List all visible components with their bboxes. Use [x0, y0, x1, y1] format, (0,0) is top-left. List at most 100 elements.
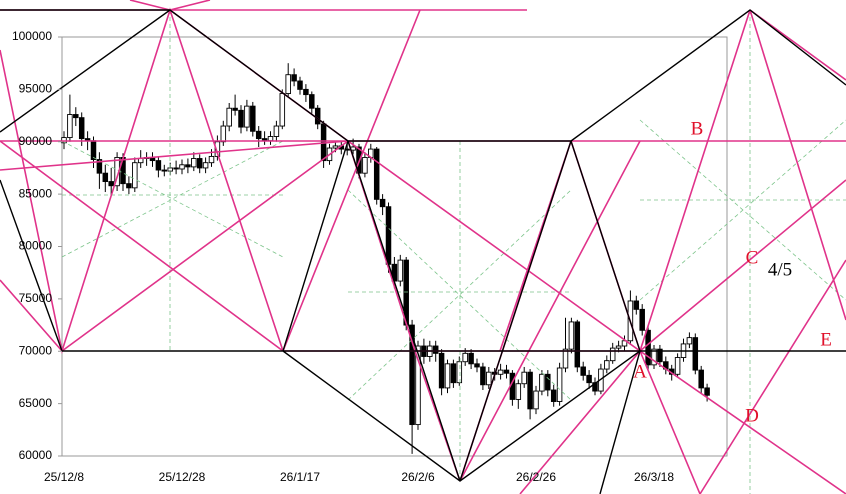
- y-tick-label: 95000: [19, 82, 53, 96]
- candle-body: [444, 363, 451, 389]
- candle-body: [615, 345, 622, 349]
- y-tick-label: 75000: [19, 291, 53, 305]
- candle-body: [539, 373, 545, 392]
- x-tick-label: 26/1/17: [280, 470, 320, 484]
- candle-body: [497, 369, 504, 375]
- candle-body: [232, 107, 238, 111]
- guide-lines: [61, 10, 846, 494]
- candle-body: [173, 167, 179, 170]
- candle-body: [574, 321, 581, 368]
- candle-body: [704, 387, 710, 396]
- candle-body: [527, 371, 533, 410]
- candle-body: [503, 369, 510, 374]
- candle-body: [309, 94, 315, 109]
- candle-body: [90, 140, 97, 161]
- candle-body: [698, 369, 704, 389]
- annotation: A: [633, 361, 647, 382]
- candle-body: [385, 206, 392, 265]
- candle-body: [208, 155, 215, 164]
- candle-body: [474, 363, 480, 368]
- candle-body: [279, 93, 286, 127]
- annotation: D: [745, 405, 759, 426]
- candle-body: [633, 300, 640, 310]
- x-tick-label: 26/3/18: [634, 470, 674, 484]
- candle-body: [185, 164, 191, 168]
- annotation: 4/5: [768, 259, 792, 280]
- candle-body: [362, 157, 368, 174]
- candle-body: [456, 361, 463, 384]
- candle-body: [645, 329, 651, 366]
- candle-body: [373, 148, 380, 200]
- y-tick-label: 85000: [19, 186, 53, 200]
- candle-body: [191, 158, 197, 168]
- candle-body: [545, 373, 551, 391]
- annotation: E: [820, 329, 832, 350]
- candle-body: [108, 181, 114, 187]
- candle-body: [297, 80, 303, 90]
- y-tick-label: 60000: [19, 448, 53, 462]
- candle-body: [179, 164, 185, 170]
- candle-body: [651, 348, 657, 366]
- x-tick-label: 26/2/26: [516, 470, 556, 484]
- candle-body: [692, 337, 699, 371]
- candle-body: [674, 357, 681, 375]
- x-tick-label: 25/12/28: [159, 470, 206, 484]
- candle-body: [409, 324, 415, 426]
- candle-body: [486, 371, 492, 386]
- candle-body: [468, 352, 474, 365]
- x-tick-label: 25/12/8: [44, 470, 84, 484]
- candle-body: [78, 117, 85, 140]
- annotation: B: [691, 118, 704, 139]
- candles: [61, 63, 710, 454]
- candle-body: [161, 169, 168, 172]
- y-tick-label: 90000: [19, 134, 53, 148]
- candle-body: [96, 159, 103, 174]
- candle-body: [73, 114, 79, 119]
- candle-body: [226, 107, 232, 127]
- candle-body: [244, 105, 250, 128]
- candle-body: [250, 105, 256, 132]
- x-tick-label: 26/2/6: [401, 470, 435, 484]
- candle-body: [480, 366, 486, 386]
- candle-body: [450, 363, 457, 384]
- candle-body: [432, 345, 439, 354]
- candle-body: [521, 371, 527, 385]
- pink-horizontals: [0, 9, 846, 352]
- candle-body: [291, 74, 297, 82]
- candle-body: [403, 259, 409, 326]
- annotations: A B C D E 4/5: [633, 118, 832, 426]
- candle-body: [604, 360, 610, 370]
- candle-body: [515, 383, 522, 400]
- y-tick-label: 100000: [12, 29, 52, 43]
- candle-body: [167, 167, 173, 172]
- candle-body: [303, 88, 309, 96]
- candle-body: [155, 160, 162, 171]
- candle-body: [314, 107, 321, 125]
- candle-body: [132, 162, 138, 189]
- candle-body: [609, 347, 616, 362]
- y-tick-label: 70000: [19, 343, 53, 357]
- y-tick-label: 80000: [19, 239, 53, 253]
- candle-body: [550, 389, 557, 402]
- candle-body: [202, 162, 209, 169]
- candle-body: [415, 345, 421, 426]
- candle-body: [126, 183, 132, 189]
- candle-body: [397, 259, 404, 282]
- candle-body: [533, 390, 539, 410]
- annotation: C: [746, 247, 759, 268]
- candle-body: [686, 337, 693, 345]
- candle-body: [332, 145, 339, 149]
- candle-body: [639, 308, 645, 331]
- candle-body: [196, 158, 203, 169]
- candle-body: [273, 125, 280, 137]
- candle-body: [267, 136, 274, 142]
- candle-body: [67, 114, 73, 139]
- black-lines: [0, 9, 846, 494]
- y-tick-label: 65000: [19, 396, 53, 410]
- candle-body: [255, 130, 262, 140]
- candle-body: [562, 348, 569, 369]
- candle-body: [102, 172, 109, 183]
